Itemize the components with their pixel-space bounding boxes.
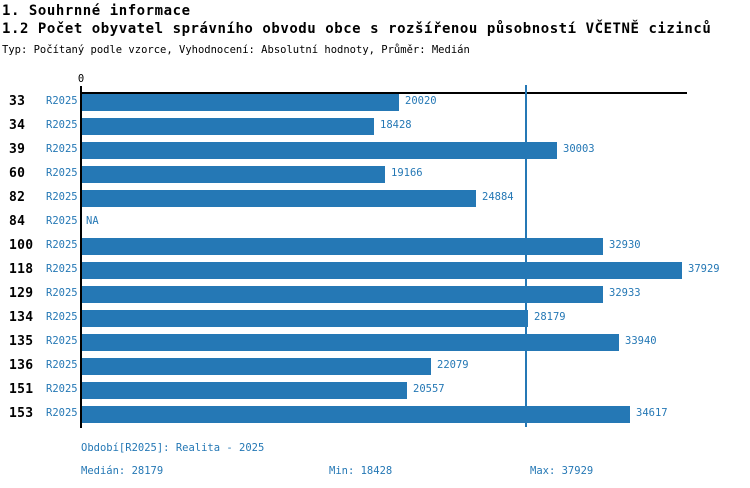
category-label: 33: [9, 94, 26, 109]
bar: [82, 357, 431, 375]
value-label: 33940: [625, 335, 657, 347]
category-label: 34: [9, 118, 26, 133]
x-axis-line: [81, 92, 687, 94]
footer-min: Min: 18428: [329, 465, 393, 477]
series-label: R2025: [46, 335, 78, 347]
bar: [82, 405, 630, 423]
bar: [82, 189, 476, 207]
bar: [82, 381, 407, 399]
series-label: R2025: [46, 167, 78, 179]
bar: [82, 117, 374, 135]
footer-period: Období[R2025]: Realita - 2025: [81, 442, 265, 454]
value-label: 28179: [534, 311, 566, 323]
bar: [82, 333, 619, 351]
bar: [82, 141, 557, 159]
value-label: 24884: [482, 191, 514, 203]
value-label: NA: [86, 215, 99, 227]
bar: [82, 285, 603, 303]
value-label: 34617: [636, 407, 668, 419]
category-label: 84: [9, 214, 26, 229]
indicator-title: 1.2 Počet obyvatel správního obvodu obce…: [2, 21, 712, 37]
category-label: 129: [9, 286, 34, 301]
series-label: R2025: [46, 119, 78, 131]
category-label: 136: [9, 358, 34, 373]
y-axis-line: [80, 92, 82, 428]
series-label: R2025: [46, 95, 78, 107]
x-axis-zero-tick: [80, 86, 82, 93]
category-label: 100: [9, 238, 34, 253]
series-label: R2025: [46, 311, 78, 323]
series-label: R2025: [46, 263, 78, 275]
category-label: 118: [9, 262, 34, 277]
category-label: 134: [9, 310, 34, 325]
category-label: 82: [9, 190, 26, 205]
series-label: R2025: [46, 191, 78, 203]
value-label: 19166: [391, 167, 423, 179]
value-label: 20557: [413, 383, 445, 395]
bar: [82, 165, 385, 183]
category-label: 151: [9, 382, 34, 397]
bar: [82, 93, 399, 111]
category-label: 60: [9, 166, 26, 181]
series-label: R2025: [46, 143, 78, 155]
series-label: R2025: [46, 287, 78, 299]
footer-median: Medián: 28179: [81, 465, 164, 477]
chart-meta-line: Typ: Počítaný podle vzorce, Vyhodnocení:…: [2, 44, 470, 56]
bar: [82, 261, 682, 279]
series-label: R2025: [46, 407, 78, 419]
value-label: 37929: [688, 263, 720, 275]
footer-max: Max: 37929: [530, 465, 594, 477]
value-label: 32933: [609, 287, 641, 299]
category-label: 39: [9, 142, 26, 157]
category-label: 153: [9, 406, 34, 421]
series-label: R2025: [46, 359, 78, 371]
value-label: 20020: [405, 95, 437, 107]
category-label: 135: [9, 334, 34, 349]
series-label: R2025: [46, 215, 78, 227]
median-line: [525, 85, 527, 427]
value-label: 30003: [563, 143, 595, 155]
value-label: 22079: [437, 359, 469, 371]
value-label: 32930: [609, 239, 641, 251]
series-label: R2025: [46, 239, 78, 251]
bar: [82, 309, 528, 327]
series-label: R2025: [46, 383, 78, 395]
section-title: 1. Souhrnné informace: [2, 3, 191, 19]
value-label: 18428: [380, 119, 412, 131]
bar: [82, 237, 603, 255]
x-axis-zero-label: 0: [77, 73, 85, 85]
